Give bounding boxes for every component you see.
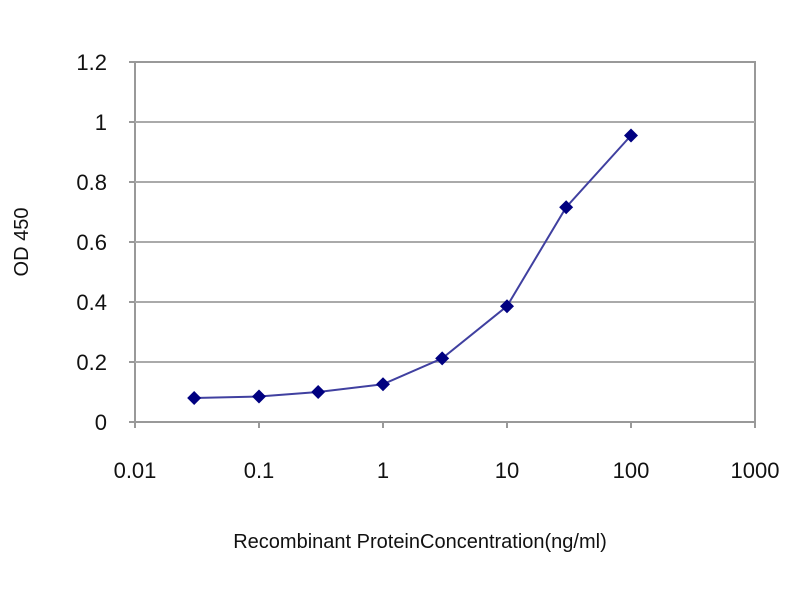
data-point — [311, 385, 326, 399]
x-tick-label: 10 — [495, 458, 519, 483]
y-tick-label: 1 — [95, 110, 107, 135]
series-line — [194, 134, 632, 399]
data-point — [376, 377, 390, 392]
data-point — [500, 299, 514, 314]
y-tick-label: 0.4 — [76, 290, 107, 315]
y-tick-label: 0.2 — [76, 350, 107, 375]
y-tick-label: 1.2 — [76, 50, 107, 75]
y-tick-label: 0.8 — [76, 170, 107, 195]
x-tick-label: 100 — [613, 458, 650, 483]
y-tick-label: 0.6 — [76, 230, 107, 255]
x-tick-label: 1000 — [731, 458, 780, 483]
data-point — [559, 200, 574, 215]
x-tick-label: 0.1 — [244, 458, 275, 483]
x-axis-label: Recombinant ProteinConcentration(ng/ml) — [233, 531, 607, 553]
data-point — [187, 391, 202, 405]
data-point — [435, 351, 450, 366]
data-point — [624, 128, 638, 143]
data-point — [252, 389, 266, 404]
y-tick-label: 0 — [95, 410, 107, 435]
y-axis-label: OD 450 — [11, 208, 33, 277]
x-tick-label: 1 — [377, 458, 389, 483]
x-tick-label: 0.01 — [114, 458, 157, 483]
